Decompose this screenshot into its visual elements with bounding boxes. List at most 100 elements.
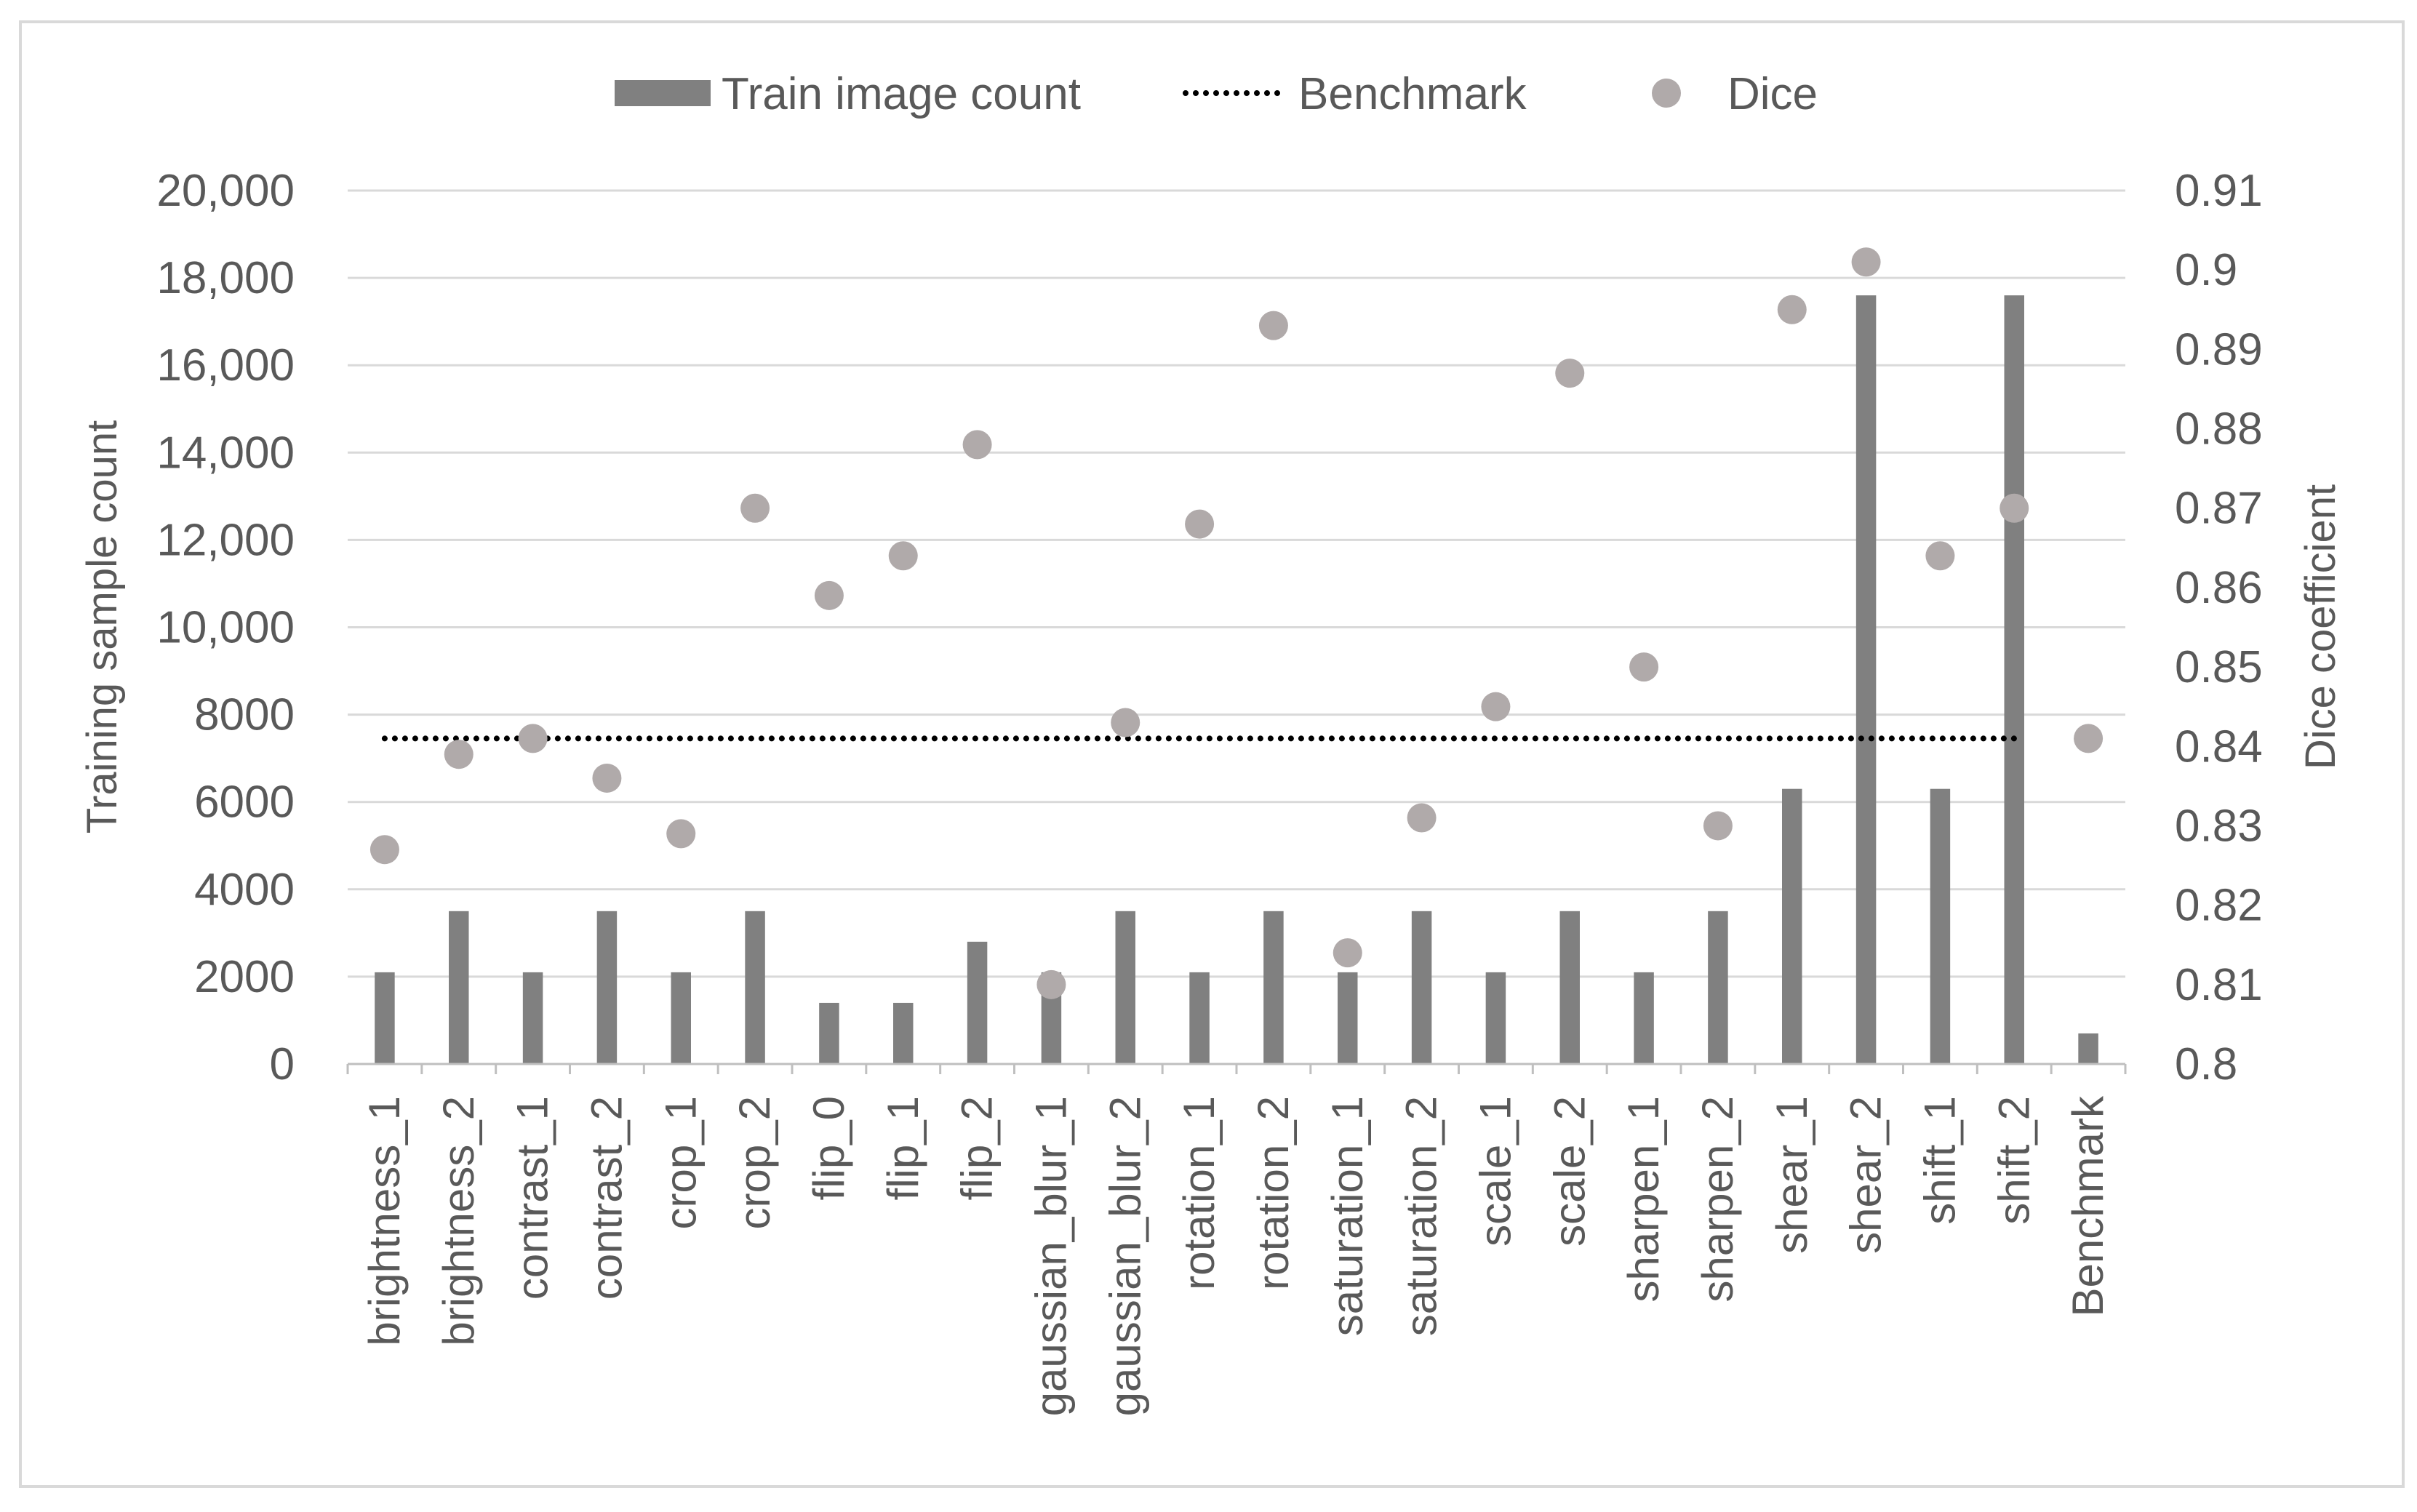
category-label: gaussian_blur_1 <box>1026 1096 1075 1416</box>
category-label: crop_2 <box>730 1096 779 1229</box>
right-axis-title: Dice coefficient <box>2297 484 2344 769</box>
legend-dice-label: Dice <box>1727 69 1818 119</box>
dice-point-scale_2 <box>1555 359 1585 388</box>
dice-point-Benchmark <box>2074 724 2104 753</box>
category-label: shift_2 <box>1989 1096 2038 1225</box>
category-label: contrast_2 <box>582 1096 631 1300</box>
right-tick-label: 0.82 <box>2175 881 2263 931</box>
left-tick-label: 18,000 <box>156 253 295 303</box>
right-tick-label: 0.86 <box>2175 563 2263 613</box>
category-label: saturation_1 <box>1323 1096 1372 1336</box>
bar-shear_1 <box>1782 788 1802 1064</box>
dice-point-gaussian_blur_1 <box>1036 969 1066 999</box>
dice-point-gaussian_blur_2 <box>1111 708 1140 737</box>
dice-point-flip_2 <box>962 430 992 460</box>
gridlines <box>348 189 2125 978</box>
category-label: crop_1 <box>656 1096 705 1229</box>
category-label: brightness_1 <box>360 1096 409 1346</box>
right-tick-label: 0.88 <box>2175 404 2263 455</box>
bar-shift_2 <box>2004 295 2024 1064</box>
bar-contrast_1 <box>522 972 543 1064</box>
left-tick-label: 2000 <box>194 952 295 1002</box>
legend-bar-label: Train image count <box>722 69 1081 119</box>
category-label: saturation_2 <box>1397 1096 1446 1336</box>
bar-rotation_2 <box>1263 911 1284 1064</box>
dice-point-shear_1 <box>1777 295 1807 324</box>
dice-point-rotation_2 <box>1258 311 1288 340</box>
left-axis-title: Training sample count <box>79 420 126 833</box>
legend-dice-swatch <box>1652 79 1681 108</box>
category-label: brightness_2 <box>434 1096 483 1346</box>
left-tick-label: 4000 <box>194 865 295 915</box>
bar-scale_1 <box>1485 972 1506 1064</box>
bar-flip_0 <box>819 1002 839 1064</box>
bar-shift_1 <box>1930 788 1951 1064</box>
category-label: shear_1 <box>1767 1096 1816 1254</box>
dice-point-saturation_1 <box>1333 938 1362 968</box>
dice-scatter-series <box>369 247 2104 999</box>
bar-shear_2 <box>1855 295 1877 1064</box>
legend-bar-swatch <box>615 80 711 106</box>
bar-saturation_1 <box>1338 972 1358 1064</box>
right-y-axis: 0.8 0.81 0.82 0.83 0.84 0.85 0.86 0.87 0.88 0.89 0… <box>2175 166 2263 1089</box>
category-label: rotation_1 <box>1175 1096 1223 1290</box>
bar-crop_2 <box>745 911 765 1064</box>
right-tick-label: 0.9 <box>2175 245 2237 295</box>
dice-point-sharpen_1 <box>1629 652 1659 682</box>
dice-point-contrast_1 <box>518 724 548 753</box>
left-y-axis: 0 2000 4000 6000 8000 10,000 12,000 14,000 16,00… <box>156 166 295 1089</box>
dice-point-crop_2 <box>740 493 770 523</box>
dice-point-shift_2 <box>1999 493 2029 523</box>
bar-scale_2 <box>1559 911 1580 1064</box>
left-tick-label: 0 <box>270 1039 295 1089</box>
left-tick-label: 16,000 <box>156 340 295 391</box>
left-tick-label: 14,000 <box>156 428 295 478</box>
category-label: flip_2 <box>953 1096 1002 1200</box>
category-label: Benchmark <box>2064 1095 2112 1316</box>
right-tick-label: 0.84 <box>2175 721 2263 772</box>
left-tick-label: 12,000 <box>156 515 295 565</box>
category-label: shift_1 <box>1915 1096 1964 1225</box>
bar-flip_1 <box>893 1002 914 1064</box>
legend-benchmark-label: Benchmark <box>1298 69 1527 119</box>
right-tick-label: 0.83 <box>2175 801 2263 851</box>
right-tick-label: 0.87 <box>2175 484 2263 534</box>
bar-brightness_1 <box>375 972 395 1064</box>
right-tick-label: 0.81 <box>2175 960 2263 1010</box>
right-tick-label: 0.8 <box>2175 1039 2237 1089</box>
left-tick-label: 8000 <box>194 690 295 740</box>
category-label: sharpen_1 <box>1619 1096 1668 1303</box>
legend: Train image count Benchmark Dice <box>615 69 1818 119</box>
dice-point-saturation_2 <box>1407 803 1437 833</box>
bar-sharpen_2 <box>1708 911 1728 1064</box>
dice-point-flip_0 <box>814 580 844 610</box>
bar-crop_1 <box>671 972 691 1064</box>
category-label: gaussian_blur_2 <box>1100 1096 1149 1416</box>
dice-point-contrast_2 <box>592 763 622 793</box>
category-label: flip_0 <box>804 1096 853 1200</box>
dice-point-brightness_1 <box>369 835 399 865</box>
left-tick-label: 10,000 <box>156 603 295 653</box>
bar-contrast_2 <box>596 911 618 1064</box>
category-label: scale_2 <box>1545 1096 1594 1247</box>
dice-point-shift_1 <box>1925 541 1955 571</box>
bar-series <box>375 295 2098 1064</box>
right-tick-label: 0.91 <box>2175 166 2263 216</box>
left-tick-label: 20,000 <box>156 166 295 216</box>
category-label: contrast_1 <box>508 1096 557 1300</box>
dice-point-scale_1 <box>1481 692 1511 721</box>
dice-point-sharpen_2 <box>1703 811 1733 841</box>
bar-brightness_2 <box>449 911 469 1064</box>
category-label: flip_1 <box>879 1096 927 1200</box>
bar-sharpen_1 <box>1634 972 1654 1064</box>
x-axis-categories: brightness_1 brightness_2 contrast_1 contra… <box>360 1095 2112 1416</box>
left-tick-label: 6000 <box>194 777 295 828</box>
category-label: shear_2 <box>1842 1096 1890 1254</box>
dice-point-shear_2 <box>1851 247 1881 277</box>
category-label: sharpen_2 <box>1693 1096 1742 1303</box>
bar-gaussian_blur_2 <box>1115 911 1135 1064</box>
category-label: scale_1 <box>1471 1096 1519 1247</box>
dice-point-crop_1 <box>666 819 696 849</box>
